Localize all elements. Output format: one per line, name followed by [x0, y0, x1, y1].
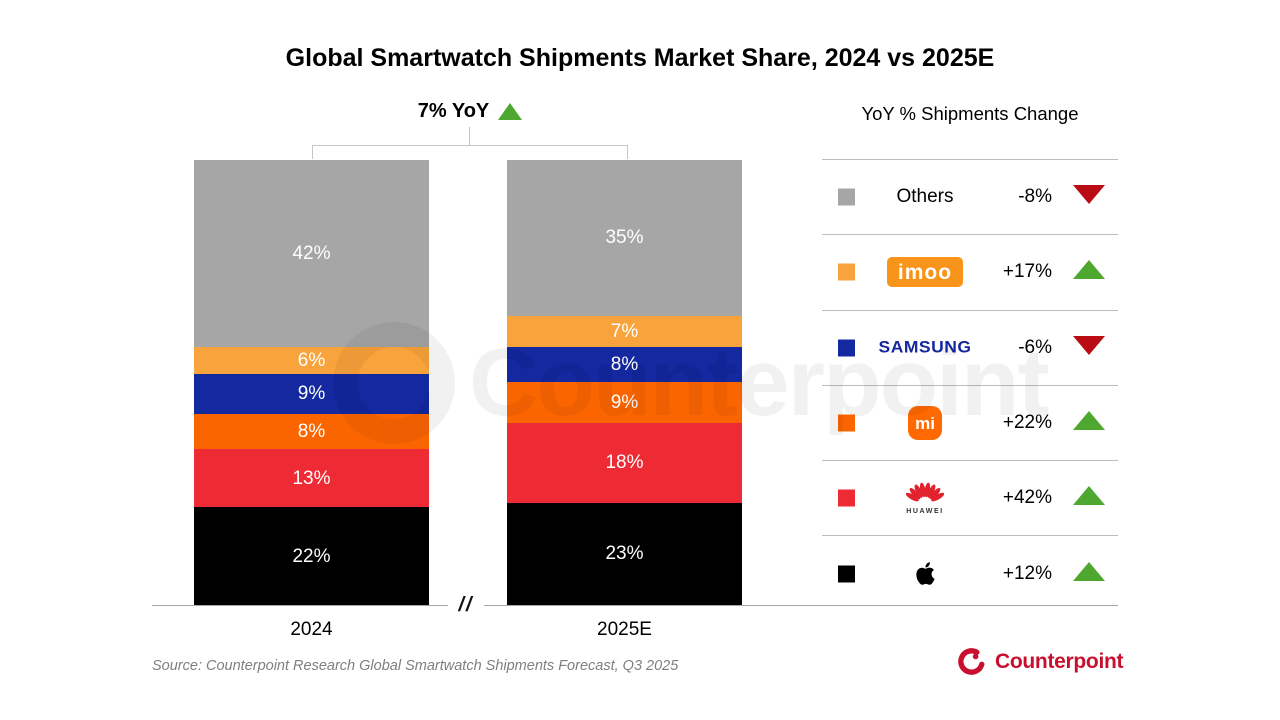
- legend-row-samsung: SAMSUNG -6%: [822, 309, 1118, 385]
- samsung-logo: SAMSUNG: [878, 337, 972, 357]
- imoo-logo-text: imoo: [897, 260, 953, 284]
- bar-segment-value: 8%: [297, 420, 326, 442]
- trend-up-icon: [1073, 561, 1105, 581]
- trend-up-icon: [1073, 260, 1105, 280]
- axis-break-symbol: //: [448, 591, 484, 619]
- legend-swatch-huawei: [838, 489, 855, 507]
- yoy-value-others: -8%: [1018, 186, 1052, 208]
- legend-swatch-samsung: [838, 339, 855, 357]
- legend-label-others: Others: [896, 186, 954, 208]
- legend-row-apple: +12%: [822, 535, 1118, 610]
- legend-swatch-apple: [838, 565, 855, 583]
- bracket-right-tick: [627, 145, 628, 159]
- legend-swatch-imoo: [838, 263, 855, 281]
- bar-segment-value: 9%: [610, 392, 639, 413]
- legend-swatch-others: [838, 188, 855, 206]
- legend-panel: Others -8% imoo +17% SAMSUNG -6% mi +22%: [822, 159, 1118, 611]
- counterpoint-icon: [958, 648, 985, 675]
- bracket-line: [312, 145, 628, 146]
- x-axis-label-2024: 2024: [290, 619, 333, 640]
- bar-segment-apple: 23%: [507, 502, 742, 605]
- source-note: Source: Counterpoint Research Global Sma…: [152, 658, 679, 674]
- bar-segment-others: 42%: [194, 160, 429, 347]
- bar-segment-apple: 22%: [194, 507, 429, 605]
- huawei-logo-text: HUAWEI: [906, 508, 944, 516]
- legend-header: YoY % Shipments Change: [861, 103, 1079, 124]
- bracket-stem: [469, 127, 470, 145]
- bar-segment-others: 35%: [507, 160, 742, 316]
- bar-segment-value: 8%: [610, 354, 639, 376]
- trend-down-icon: [1073, 185, 1105, 205]
- legend-row-huawei: HUAWEI +42%: [822, 460, 1118, 535]
- bar-segment-value: 42%: [292, 242, 331, 264]
- counterpoint-brand-logo: Counterpoint: [957, 646, 1124, 677]
- legend-row-xiaomi: mi +22%: [822, 384, 1118, 460]
- x-axis-label-2025e: 2025E: [597, 619, 652, 640]
- trend-up-icon: [1073, 486, 1105, 506]
- bar-segment-samsung: 9%: [194, 373, 429, 414]
- bar-segment-imoo: 7%: [507, 315, 742, 347]
- xiaomi-logo-text: mi: [915, 413, 935, 433]
- yoy-value-apple: +12%: [1002, 562, 1052, 584]
- bar-segment-huawei: 18%: [507, 422, 742, 503]
- bar-segment-value: 13%: [292, 467, 331, 489]
- bar-segment-imoo: 6%: [194, 346, 429, 374]
- bar-segment-value: 22%: [292, 545, 331, 567]
- bar-segment-value: 18%: [605, 452, 644, 474]
- legend-swatch-xiaomi: [838, 414, 855, 432]
- yoy-annotation-label: 7% YoY: [417, 100, 490, 122]
- yoy-value-xiaomi: +22%: [1002, 412, 1052, 434]
- apple-logo-icon: [915, 562, 935, 585]
- chart-title: Global Smartwatch Shipments Market Share…: [285, 44, 995, 72]
- bar-segment-value: 35%: [605, 227, 644, 249]
- x-axis-line: [152, 605, 1118, 606]
- yoy-value-samsung: -6%: [1018, 336, 1052, 358]
- imoo-logo: imoo: [887, 257, 963, 288]
- counterpoint-brand-text: Counterpoint: [995, 649, 1124, 673]
- bar-segment-samsung: 8%: [507, 346, 742, 383]
- xiaomi-logo: mi: [908, 406, 942, 441]
- huawei-logo: HUAWEI: [906, 481, 944, 515]
- bar-segment-value: 9%: [297, 383, 326, 405]
- bracket-left-tick: [312, 145, 313, 159]
- huawei-flower-icon: [906, 482, 944, 502]
- bar-segment-value: 6%: [297, 349, 326, 371]
- bar-segment-xiaomi: 9%: [507, 382, 742, 423]
- yoy-annotation: 7% YoY: [312, 100, 628, 123]
- bar-segment-huawei: 13%: [194, 449, 429, 508]
- bar-segment-value: 7%: [610, 320, 639, 342]
- legend-row-others: Others -8%: [822, 159, 1118, 234]
- bar-segment-xiaomi: 8%: [194, 413, 429, 450]
- yoy-value-huawei: +42%: [1002, 487, 1052, 509]
- trend-up-icon: [1073, 411, 1105, 431]
- yoy-value-imoo: +17%: [1002, 261, 1052, 283]
- trend-up-icon: [498, 103, 523, 120]
- stacked-bar-2025e: 35% 7% 8% 9% 18% 23%: [507, 160, 742, 605]
- legend-row-imoo: imoo +17%: [822, 234, 1118, 309]
- trend-down-icon: [1073, 335, 1105, 355]
- bar-segment-value: 23%: [605, 543, 644, 565]
- stacked-bar-2024: 42% 6% 9% 8% 13% 22%: [194, 160, 429, 605]
